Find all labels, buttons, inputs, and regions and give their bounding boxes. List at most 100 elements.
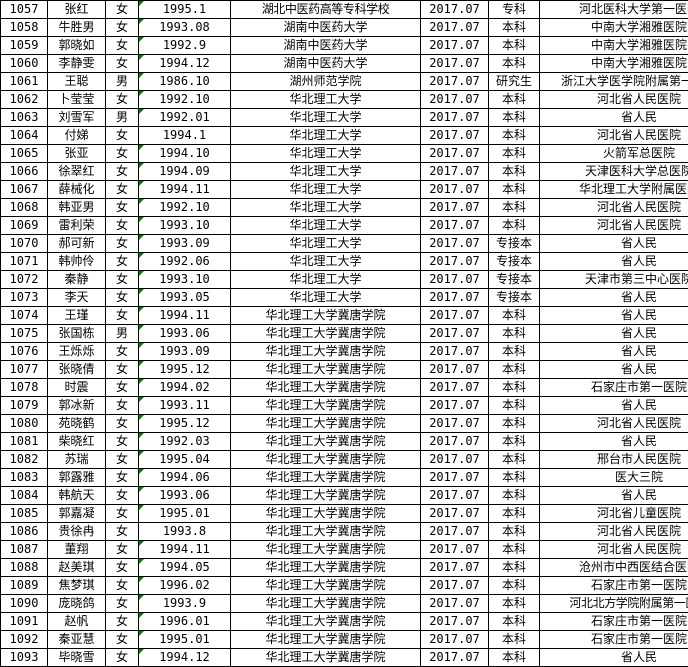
cell-id[interactable]: 1075	[1, 325, 48, 343]
cell-hospital[interactable]: 天津市第三中心医院	[540, 271, 688, 289]
cell-school[interactable]: 华北理工大学冀唐学院	[231, 613, 421, 631]
cell-birth[interactable]: 1994.09	[139, 163, 231, 181]
cell-education[interactable]: 本科	[489, 145, 540, 163]
cell-education[interactable]: 本科	[489, 325, 540, 343]
table-row[interactable]: 1074王瑾女1994.11华北理工大学冀唐学院2017.07本科省人民525四…	[1, 307, 688, 325]
cell-id[interactable]: 1071	[1, 253, 48, 271]
cell-date[interactable]: 2017.07	[421, 397, 489, 415]
cell-id[interactable]: 1070	[1, 235, 48, 253]
cell-birth[interactable]: 1994.12	[139, 55, 231, 73]
cell-sex[interactable]: 女	[106, 415, 139, 433]
cell-date[interactable]: 2017.07	[421, 271, 489, 289]
cell-hospital[interactable]: 华北理工大学附属医院	[540, 181, 688, 199]
cell-sex[interactable]: 女	[106, 55, 139, 73]
cell-name[interactable]: 郭晓如	[48, 37, 106, 55]
cell-education[interactable]: 研究生	[489, 73, 540, 91]
cell-sex[interactable]: 女	[106, 379, 139, 397]
cell-birth[interactable]: 1995.04	[139, 451, 231, 469]
cell-birth[interactable]: 1993.8	[139, 523, 231, 541]
cell-id[interactable]: 1077	[1, 361, 48, 379]
cell-date[interactable]: 2017.07	[421, 289, 489, 307]
cell-id[interactable]: 1058	[1, 19, 48, 37]
cell-education[interactable]: 本科	[489, 541, 540, 559]
cell-school[interactable]: 华北理工大学	[231, 91, 421, 109]
cell-date[interactable]: 2017.07	[421, 415, 489, 433]
cell-hospital[interactable]: 河北省人民医院	[540, 199, 688, 217]
cell-id[interactable]: 1092	[1, 631, 48, 649]
cell-school[interactable]: 华北理工大学	[231, 181, 421, 199]
cell-hospital[interactable]: 石家庄市第一医院	[540, 631, 688, 649]
cell-name[interactable]: 赵帆	[48, 613, 106, 631]
cell-education[interactable]: 本科	[489, 361, 540, 379]
cell-sex[interactable]: 男	[106, 73, 139, 91]
cell-sex[interactable]: 女	[106, 595, 139, 613]
cell-id[interactable]: 1090	[1, 595, 48, 613]
cell-education[interactable]: 本科	[489, 199, 540, 217]
cell-date[interactable]: 2017.07	[421, 163, 489, 181]
cell-education[interactable]: 本科	[489, 109, 540, 127]
cell-school[interactable]: 湖北中医药高等专科学校	[231, 1, 421, 19]
cell-sex[interactable]: 女	[106, 487, 139, 505]
cell-education[interactable]: 本科	[489, 451, 540, 469]
cell-name[interactable]: 韩帅伶	[48, 253, 106, 271]
cell-hospital[interactable]: 河北省人民医院	[540, 415, 688, 433]
cell-school[interactable]: 华北理工大学冀唐学院	[231, 523, 421, 541]
cell-sex[interactable]: 女	[106, 271, 139, 289]
cell-id[interactable]: 1093	[1, 649, 48, 667]
cell-sex[interactable]: 女	[106, 217, 139, 235]
cell-id[interactable]: 1083	[1, 469, 48, 487]
cell-school[interactable]: 华北理工大学	[231, 109, 421, 127]
cell-education[interactable]: 本科	[489, 505, 540, 523]
cell-birth[interactable]: 1992.9	[139, 37, 231, 55]
cell-school[interactable]: 华北理工大学	[231, 163, 421, 181]
cell-school[interactable]: 湖南中医药大学	[231, 19, 421, 37]
cell-hospital[interactable]: 河北省儿童医院	[540, 505, 688, 523]
cell-date[interactable]: 2017.07	[421, 433, 489, 451]
cell-hospital[interactable]: 省人民	[540, 109, 688, 127]
cell-date[interactable]: 2017.07	[421, 577, 489, 595]
cell-id[interactable]: 1089	[1, 577, 48, 595]
cell-school[interactable]: 华北理工大学	[231, 127, 421, 145]
cell-birth[interactable]: 1995.1	[139, 1, 231, 19]
cell-date[interactable]: 2017.07	[421, 37, 489, 55]
cell-birth[interactable]: 1994.06	[139, 469, 231, 487]
cell-date[interactable]: 2017.07	[421, 595, 489, 613]
cell-hospital[interactable]: 省人民	[540, 235, 688, 253]
cell-id[interactable]: 1065	[1, 145, 48, 163]
cell-sex[interactable]: 女	[106, 577, 139, 595]
cell-name[interactable]: 韩亚男	[48, 199, 106, 217]
cell-education[interactable]: 专接本	[489, 235, 540, 253]
cell-hospital[interactable]: 省人民	[540, 433, 688, 451]
cell-name[interactable]: 郭露雅	[48, 469, 106, 487]
cell-id[interactable]: 1086	[1, 523, 48, 541]
cell-education[interactable]: 本科	[489, 307, 540, 325]
cell-birth[interactable]: 1995.01	[139, 631, 231, 649]
cell-education[interactable]: 本科	[489, 433, 540, 451]
cell-school[interactable]: 湖南中医药大学	[231, 37, 421, 55]
cell-education[interactable]: 本科	[489, 595, 540, 613]
cell-id[interactable]: 1061	[1, 73, 48, 91]
cell-sex[interactable]: 女	[106, 613, 139, 631]
cell-name[interactable]: 贵徐冉	[48, 523, 106, 541]
table-row[interactable]: 1083郭露雅女1994.06华北理工大学冀唐学院2017.07本科医大三院48…	[1, 469, 688, 487]
cell-date[interactable]: 2017.07	[421, 73, 489, 91]
cell-sex[interactable]: 女	[106, 361, 139, 379]
cell-date[interactable]: 2017.07	[421, 235, 489, 253]
cell-id[interactable]: 1060	[1, 55, 48, 73]
cell-hospital[interactable]: 河北省人民医院	[540, 523, 688, 541]
cell-education[interactable]: 本科	[489, 613, 540, 631]
cell-id[interactable]: 1066	[1, 163, 48, 181]
table-row[interactable]: 1079郭冰新女1993.11华北理工大学冀唐学院2017.07本科省人民489…	[1, 397, 688, 415]
